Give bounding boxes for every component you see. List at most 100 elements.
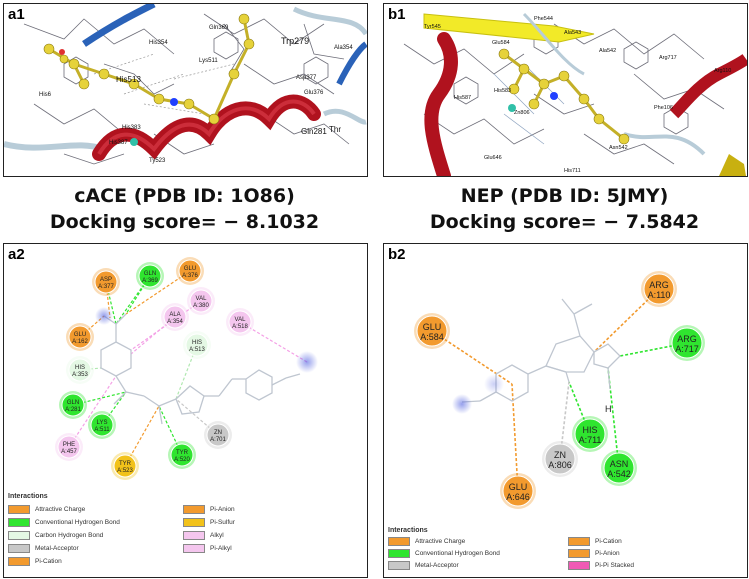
legend-label: Carbon Hydrogen Bond bbox=[35, 532, 104, 539]
residue-label-val380: A:380 bbox=[193, 303, 209, 309]
b1-residue-label: Phe106 bbox=[654, 105, 673, 111]
panel-a2-label: a2 bbox=[8, 246, 25, 263]
coil-ribbon bbox=[623, 132, 706, 156]
panel-b1: b1 bbox=[383, 3, 748, 177]
a1-residue-label: Gln281 bbox=[301, 127, 327, 136]
caption-nep-score: Docking score= − 7.5842 bbox=[429, 211, 700, 233]
residue-label-phe457: A:457 bbox=[61, 449, 77, 455]
interaction-line-zn701 bbox=[175, 398, 219, 436]
legend-item-metal-acceptor: Metal-Acceptor bbox=[8, 544, 79, 553]
interaction-line-phe457 bbox=[68, 375, 117, 448]
a1-residue-label: Ty523 bbox=[149, 158, 166, 164]
residue-label-glu646: A:646 bbox=[506, 492, 530, 502]
b1-residue-label: Ala543 bbox=[564, 30, 581, 36]
a1-residue-label: His354 bbox=[149, 40, 168, 46]
legend-label: Pi-Pi Stacked bbox=[595, 562, 635, 569]
legend-item-conventional-hbond: Conventional Hydrogen Bond bbox=[8, 518, 120, 527]
a1-residue-labels: Trp279 Gln369 His354 Lys511 His513 Asp37… bbox=[39, 25, 353, 164]
nep-3d-complex: Tyr545 Phe544 Ala543 Arg717 Glu584 His58… bbox=[403, 12, 747, 176]
panel-a2: a2 ASP A:377 GLN A:369 GLU A:376 VAL A:380 ALA A:… bbox=[3, 243, 368, 578]
atom-halo bbox=[484, 374, 504, 394]
legend-item-pi-sulfur: Pi-Sulfur bbox=[183, 518, 235, 527]
legend-swatch bbox=[183, 531, 205, 540]
atom-halo bbox=[296, 351, 318, 373]
blue-strand bbox=[82, 4, 156, 47]
legend-label: Conventional Hydrogen Bond bbox=[415, 550, 500, 557]
b1-residue-label: Arg110 bbox=[714, 68, 731, 74]
a1-residue-label: Asp377 bbox=[296, 75, 317, 81]
residue-label-asn542: A:542 bbox=[607, 469, 631, 479]
residue-label-val518: A:518 bbox=[232, 324, 248, 330]
panel-b2-label: b2 bbox=[388, 246, 406, 263]
b1-residue-label: Asn542 bbox=[609, 145, 628, 151]
residue-label-lys511: A:511 bbox=[94, 427, 110, 433]
a1-residue-label: Thr bbox=[329, 125, 341, 134]
residue-label-tyr523: A:523 bbox=[117, 468, 133, 474]
residue-label-tyr520: A:520 bbox=[174, 457, 190, 463]
legend-item-pi-cation: Pi-Cation bbox=[8, 557, 62, 566]
legend-item-carbon-hbond: Carbon Hydrogen Bond bbox=[8, 531, 103, 540]
residue-label-his353: A:353 bbox=[72, 372, 88, 378]
residue-label-gln369: GLN bbox=[144, 271, 156, 277]
interaction-line-gln281 bbox=[72, 391, 127, 406]
cace-3d-complex: Trp279 Gln369 His354 Lys511 His513 Asp37… bbox=[4, 4, 367, 165]
legend-item-pi-pi-stacked: Pi-Pi Stacked bbox=[568, 561, 634, 570]
residue-label-zn701: ZN bbox=[214, 430, 222, 436]
residue-label-phe457: PHE bbox=[63, 442, 75, 448]
legend-swatch bbox=[8, 505, 30, 514]
a1-residue-label: His387 bbox=[109, 140, 128, 146]
interaction-line-asn542 bbox=[607, 367, 620, 469]
residue-label-gln281: GLN bbox=[67, 400, 79, 406]
legend-item-attractive-charge: Attractive Charge bbox=[8, 505, 85, 514]
legend-label: Alkyl bbox=[210, 532, 224, 539]
residue-label-ala354: A:354 bbox=[167, 319, 183, 325]
residue-label-tyr523: TYR bbox=[119, 461, 132, 467]
a1-residue-label: Gln369 bbox=[209, 25, 229, 31]
residue-label-zn806: ZN bbox=[554, 450, 566, 460]
atom-halo bbox=[95, 307, 113, 325]
legend-swatch bbox=[183, 505, 205, 514]
residue-label-arg717: ARG bbox=[677, 334, 697, 344]
ligand-2d-structure bbox=[100, 313, 301, 425]
legend-item-alkyl: Alkyl bbox=[183, 531, 224, 540]
panel-a1-label: a1 bbox=[8, 6, 25, 23]
cace-2d-interaction-diagram: ASPA:377GLNA:369GLUA:376VALA:380ALAA:354… bbox=[55, 257, 318, 480]
residue-label-glu376: GLU bbox=[184, 266, 196, 272]
residue-label-glu646: GLU bbox=[509, 482, 528, 492]
a2-legend: Interactions Attractive Charge Pi-Anion … bbox=[8, 493, 278, 573]
residue-label-val518: VAL bbox=[235, 317, 247, 323]
legend-label: Pi-Cation bbox=[595, 538, 622, 545]
interaction-line-tyr520 bbox=[158, 405, 183, 456]
alpha-helix bbox=[424, 32, 458, 176]
legend-swatch bbox=[388, 561, 410, 570]
b1-residue-label: Tyr545 bbox=[424, 24, 441, 30]
residue-bubbles: ASPA:377GLNA:369GLUA:376VALA:380ALAA:354… bbox=[55, 257, 254, 480]
legend-label: Conventional Hydrogen Bond bbox=[35, 519, 120, 526]
caption-nep: NEP (PDB ID: 5JMY) Docking score= − 7.58… bbox=[383, 183, 746, 235]
caption-cace-score: Docking score= − 8.1032 bbox=[49, 211, 320, 233]
residue-label-glu162: GLU bbox=[74, 332, 86, 338]
a1-residue-label: Glu376 bbox=[304, 90, 324, 96]
legend-swatch bbox=[568, 537, 590, 546]
b1-residue-label: His711 bbox=[564, 168, 581, 174]
residue-label-lys511: LYS bbox=[97, 420, 108, 426]
residue-label-glu584: A:584 bbox=[420, 332, 444, 342]
residue-label-tyr520: TYR bbox=[176, 450, 189, 456]
residue-label-his513: HIS bbox=[192, 340, 202, 346]
legend-item-pi-cation: Pi-Cation bbox=[568, 537, 622, 546]
atom-halo bbox=[452, 394, 472, 414]
panel-b2: b2 H ARG A:110 GLU A:584 ARG A:717 HIS A:711 ZN A… bbox=[383, 243, 748, 578]
legend-item-conventional-hbond: Conventional Hydrogen Bond bbox=[388, 549, 500, 558]
interaction-line-val380 bbox=[130, 300, 202, 351]
legend-item-pi-anion: Pi-Anion bbox=[568, 549, 620, 558]
legend-swatch bbox=[8, 544, 30, 553]
